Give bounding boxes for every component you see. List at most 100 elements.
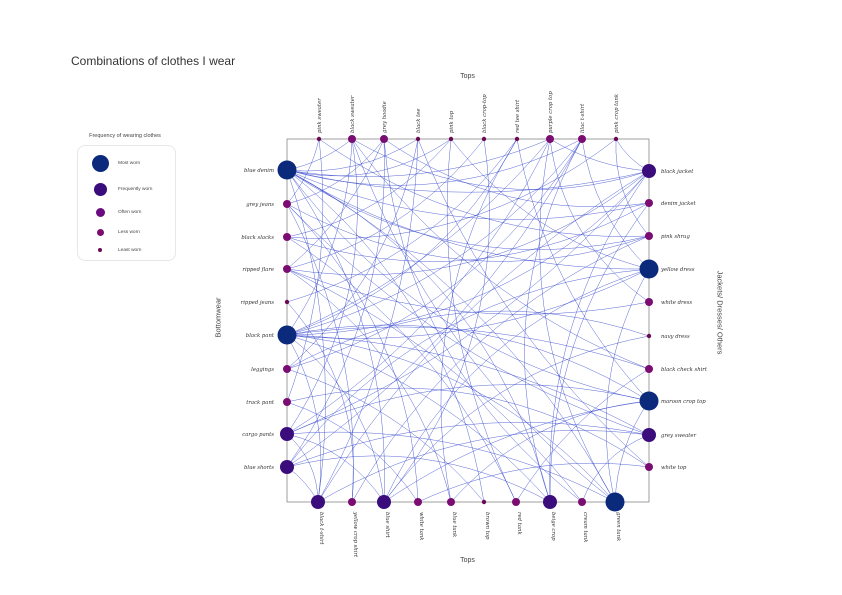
label-layer: pink sweater black sweater grey hoodie blac… [241,91,708,558]
connection-edge [286,268,583,503]
frame-square [286,138,650,503]
bottom-node [605,492,625,512]
bottom-node-label: brown top [484,512,490,540]
bottom-node-label: blue tank [451,512,457,537]
bottom-node-label: red tank [516,512,522,535]
right-node [645,232,653,240]
connection-edge [286,138,358,435]
right-node [642,164,656,178]
top-node [514,136,520,142]
connection-edge [286,334,650,436]
connection-edge [539,138,616,503]
connection-edge [286,368,485,503]
connection-edge [286,169,650,250]
left-node [283,398,291,406]
connection-edge [286,169,650,402]
right-node [645,199,653,207]
connection-edge [286,138,583,468]
connection-edge [446,138,517,503]
right-node [639,259,659,279]
connection-edge [286,334,322,503]
connection-edge [615,138,650,237]
left-node [277,325,297,345]
bottom-node [377,495,391,509]
left-node [283,265,291,273]
connection-edge [286,324,650,402]
connection-edge [351,235,650,503]
connection-edge [549,138,650,303]
connection-edge [286,169,650,220]
node-layer [277,135,659,512]
left-node-label: track pant [246,400,275,406]
right-node-label: navy dress [661,334,690,340]
connection-edge [440,138,518,503]
top-node [348,135,356,143]
legend-dot-least [98,248,102,252]
connection-edge [286,138,551,435]
top-node-label: black sweater [350,95,356,133]
bottom-node [447,498,455,506]
top-node-label: grey hoodie [382,101,388,133]
connection-edge [318,138,650,237]
connection-edge [286,138,419,370]
connection-edge [286,170,650,435]
bottom-node-label: beige crop [550,512,556,541]
bottom-node [578,498,586,506]
connection-edge [286,138,485,270]
axis-title-bottom: Tops [460,557,475,564]
connection-edge [286,433,385,503]
connection-edge [549,170,650,503]
connection-edge [286,138,551,336]
right-node [645,365,653,373]
connection-edge [417,462,650,503]
top-node-label: pink sweater [317,98,323,133]
left-node [280,460,294,474]
right-node [639,391,659,411]
bottom-node [414,498,422,506]
left-node [283,233,291,241]
connection-edge [383,400,650,503]
edge-layer [286,138,650,503]
connection-edge [286,138,385,270]
legend-dot-less [97,229,104,236]
right-node-label: denim jacket [661,201,696,207]
connection-edge [317,138,419,503]
left-node-label: blue shorts [244,465,274,471]
connection-edge [351,138,650,370]
bottom-node [543,495,557,509]
connection-edge [286,268,650,315]
connection-edge [286,138,518,303]
legend-label-most: Most worn [118,161,141,166]
right-node [642,428,656,442]
connection-edge [286,431,616,503]
connection-edge [286,236,517,503]
left-node [280,427,294,441]
connection-edge [286,138,385,205]
connection-edge [286,401,419,503]
right-node [645,298,653,306]
connection-edge [351,138,616,503]
connection-edge [286,138,419,172]
connection-edge [605,268,650,503]
connection-edge [383,138,650,207]
bottom-node-label: white tank [418,512,424,541]
top-node-label: red tee shirt [515,99,521,133]
left-node [284,299,290,305]
legend-label-often: Often worn [118,210,142,215]
legend-label-less: Less worn [118,230,140,235]
right-node-label: yellow dress [660,267,695,273]
connection-edge [286,334,551,503]
right-node [646,333,652,339]
connection-edge [383,335,650,503]
connection-edge [286,455,551,503]
page-title: Combinations of clothes I wear [71,54,236,68]
legend-title: Frequency of wearing clothes [89,133,161,139]
left-node-label: ripped flare [242,267,274,273]
left-node-label: grey jeans [246,202,274,208]
connection-edge [286,138,324,403]
connection-edge [516,138,650,402]
connection-edge [286,138,353,336]
left-node [277,160,297,180]
bottom-node [481,499,487,505]
